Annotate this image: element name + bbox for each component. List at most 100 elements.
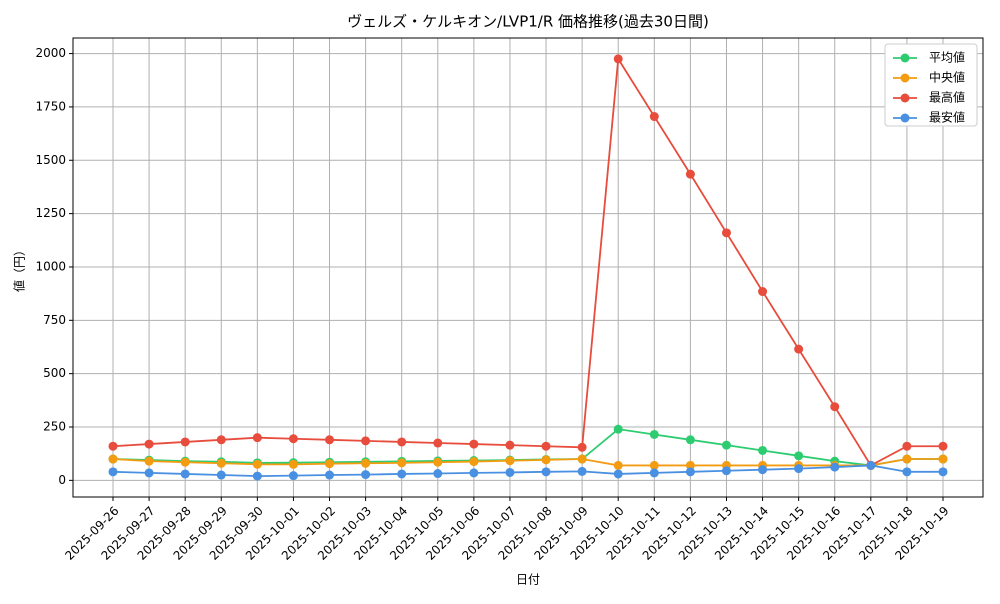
data-point: [541, 441, 551, 451]
data-point: [721, 440, 731, 450]
data-point: [649, 429, 659, 439]
data-point: [902, 441, 912, 451]
data-point: [469, 439, 479, 449]
legend-label: 平均値: [929, 50, 965, 65]
data-point: [794, 464, 804, 474]
data-point: [144, 468, 154, 478]
data-point: [794, 451, 804, 461]
data-point: [613, 54, 623, 64]
data-point: [397, 458, 407, 468]
data-point: [613, 424, 623, 434]
data-point: [938, 441, 948, 451]
data-point: [252, 459, 262, 469]
data-point: [325, 470, 335, 480]
y-tick-label: 750: [43, 313, 66, 327]
legend-marker: [900, 113, 910, 123]
series-line: [112, 458, 943, 467]
data-point: [721, 228, 731, 238]
data-point: [649, 112, 659, 122]
legend-label: 最高値: [929, 90, 965, 105]
data-point: [288, 459, 298, 469]
data-point: [469, 457, 479, 467]
data-point: [902, 454, 912, 464]
plot-area: [108, 54, 948, 481]
data-point: [758, 445, 768, 455]
data-point: [577, 442, 587, 452]
data-point: [505, 440, 515, 450]
data-point: [649, 460, 659, 470]
legend-marker: [900, 53, 910, 63]
data-point: [685, 435, 695, 445]
data-point: [252, 471, 262, 481]
data-point: [361, 470, 371, 480]
y-tick-label: 1000: [35, 259, 66, 273]
data-point: [721, 466, 731, 476]
data-point: [469, 468, 479, 478]
data-point: [216, 435, 226, 445]
y-tick-label: 1750: [35, 99, 66, 113]
data-point: [144, 456, 154, 466]
data-point: [252, 433, 262, 443]
data-point: [108, 454, 118, 464]
legend-marker: [900, 73, 910, 83]
y-tick-label: 0: [58, 473, 66, 487]
data-point: [649, 468, 659, 478]
data-point: [144, 439, 154, 449]
y-tick-label: 500: [43, 366, 66, 380]
data-point: [902, 467, 912, 477]
data-point: [397, 437, 407, 447]
data-point: [866, 460, 876, 470]
data-point: [108, 467, 118, 477]
legend-label: 中央値: [929, 70, 965, 85]
y-axis-label: 値（円）: [12, 244, 27, 292]
data-point: [794, 344, 804, 354]
data-point: [830, 462, 840, 472]
data-point: [577, 454, 587, 464]
data-point: [216, 458, 226, 468]
data-point: [685, 467, 695, 477]
x-axis-label: 日付: [516, 573, 540, 587]
y-tick-label: 2000: [35, 46, 66, 60]
data-point: [505, 467, 515, 477]
data-point: [938, 467, 948, 477]
data-point: [685, 169, 695, 179]
data-point: [433, 438, 443, 448]
data-point: [505, 456, 515, 466]
data-point: [180, 437, 190, 447]
data-point: [541, 467, 551, 477]
data-point: [288, 434, 298, 444]
data-point: [361, 436, 371, 446]
legend-marker: [900, 93, 910, 103]
data-point: [325, 459, 335, 469]
data-point: [325, 435, 335, 445]
y-tick-label: 250: [43, 420, 66, 434]
data-point: [613, 460, 623, 470]
data-point: [758, 287, 768, 297]
y-tick-label: 1250: [35, 206, 66, 220]
y-tick-label: 1500: [35, 153, 66, 167]
data-point: [108, 441, 118, 451]
series-line: [112, 56, 943, 467]
data-point: [938, 454, 948, 464]
axes-frame: [72, 37, 984, 498]
data-point: [433, 457, 443, 467]
data-point: [180, 469, 190, 479]
data-point: [180, 457, 190, 467]
data-point: [288, 471, 298, 481]
data-point: [397, 469, 407, 479]
data-point: [613, 469, 623, 479]
legend-label: 最安値: [929, 110, 965, 125]
data-point: [216, 470, 226, 480]
data-point: [433, 469, 443, 479]
data-point: [541, 455, 551, 465]
data-point: [830, 402, 840, 412]
series-line: [112, 464, 943, 477]
chart-title: ヴェルズ・ケルキオン/LVP1/R 価格推移(過去30日間): [347, 13, 709, 31]
data-point: [361, 458, 371, 468]
data-point: [758, 465, 768, 475]
legend-box: [884, 43, 978, 127]
data-point: [577, 466, 587, 476]
data-point: [685, 460, 695, 470]
